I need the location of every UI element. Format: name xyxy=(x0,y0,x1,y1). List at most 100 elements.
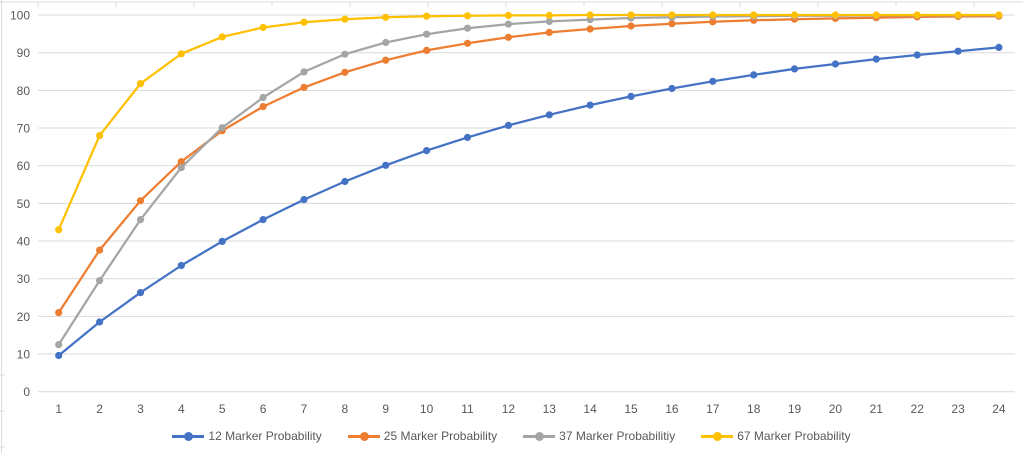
data-point-marker[interactable] xyxy=(341,68,349,76)
series-67-marker-probability[interactable] xyxy=(55,11,1003,234)
data-point-marker[interactable] xyxy=(423,30,431,38)
data-point-marker[interactable] xyxy=(341,15,349,23)
legend-item-12-marker-probability[interactable]: 12 Marker Probability xyxy=(172,429,322,443)
data-point-marker[interactable] xyxy=(55,351,63,360)
data-point-marker[interactable] xyxy=(177,164,185,172)
data-point-marker[interactable] xyxy=(586,11,594,19)
data-point-marker[interactable] xyxy=(463,133,472,141)
data-point-marker[interactable] xyxy=(382,38,390,47)
data-point-marker[interactable] xyxy=(709,77,717,85)
data-point-marker[interactable] xyxy=(423,46,431,55)
data-point-marker[interactable] xyxy=(55,309,63,317)
chart-legend: 12 Marker Probability 25 Marker Probabili… xyxy=(0,427,1023,445)
data-point-marker[interactable] xyxy=(995,43,1003,52)
data-point-marker[interactable] xyxy=(913,11,921,19)
data-point-marker[interactable] xyxy=(382,161,390,169)
data-point-marker[interactable] xyxy=(668,20,676,28)
x-tick-label: 18 xyxy=(747,402,761,416)
data-point-marker[interactable] xyxy=(709,11,717,19)
data-point-marker[interactable] xyxy=(136,216,145,224)
data-point-marker[interactable] xyxy=(96,246,104,254)
data-point-marker[interactable] xyxy=(995,11,1003,19)
data-point-marker[interactable] xyxy=(463,24,472,32)
series-37-marker-probabilitiy[interactable] xyxy=(55,11,1003,349)
x-tick-label: 4 xyxy=(178,402,185,416)
data-point-marker[interactable] xyxy=(627,22,635,30)
data-point-marker[interactable] xyxy=(341,177,349,186)
data-point-marker[interactable] xyxy=(586,25,594,33)
data-point-marker[interactable] xyxy=(259,93,267,102)
data-point-marker[interactable] xyxy=(872,11,880,19)
data-point-marker[interactable] xyxy=(709,18,717,26)
data-point-marker[interactable] xyxy=(586,101,594,109)
data-point-marker[interactable] xyxy=(545,111,553,119)
data-point-marker[interactable] xyxy=(96,277,104,285)
data-point-marker[interactable] xyxy=(463,39,472,47)
data-point-marker[interactable] xyxy=(341,50,349,58)
data-point-marker[interactable] xyxy=(177,158,185,166)
data-point-marker[interactable] xyxy=(55,341,63,349)
data-point-marker[interactable] xyxy=(423,12,431,20)
data-point-marker[interactable] xyxy=(96,132,104,140)
data-point-marker[interactable] xyxy=(954,11,962,19)
y-tick-label: 80 xyxy=(17,84,31,98)
data-point-marker[interactable] xyxy=(218,124,226,132)
data-point-marker[interactable] xyxy=(259,23,267,32)
data-point-marker[interactable] xyxy=(136,289,145,297)
data-point-marker[interactable] xyxy=(96,318,104,326)
y-tick-label: 90 xyxy=(17,46,31,60)
series-line-12-marker-probability[interactable] xyxy=(57,46,1001,357)
data-point-marker[interactable] xyxy=(504,11,512,19)
data-point-marker[interactable] xyxy=(504,33,512,41)
data-point-marker[interactable] xyxy=(545,17,553,25)
data-point-marker[interactable] xyxy=(954,47,962,55)
data-point-marker[interactable] xyxy=(300,18,308,26)
data-point-marker[interactable] xyxy=(872,55,880,63)
data-point-marker[interactable] xyxy=(750,71,758,79)
data-point-marker[interactable] xyxy=(177,50,185,58)
data-point-marker[interactable] xyxy=(627,92,635,100)
data-point-marker[interactable] xyxy=(627,11,635,19)
series-line-67-marker-probability[interactable] xyxy=(57,13,1001,231)
data-point-marker[interactable] xyxy=(545,11,553,19)
data-point-marker[interactable] xyxy=(382,13,390,21)
data-point-marker[interactable] xyxy=(300,68,308,76)
series-25-marker-probability[interactable] xyxy=(55,12,1003,317)
data-point-marker[interactable] xyxy=(300,83,308,91)
data-point-marker[interactable] xyxy=(218,237,226,245)
data-point-marker[interactable] xyxy=(750,11,758,19)
data-point-marker[interactable] xyxy=(831,60,840,68)
data-point-marker[interactable] xyxy=(668,11,676,19)
x-tick-label: 1 xyxy=(55,402,62,416)
data-point-marker[interactable] xyxy=(790,65,799,73)
data-point-marker[interactable] xyxy=(55,226,63,234)
data-point-marker[interactable] xyxy=(668,84,676,93)
data-point-marker[interactable] xyxy=(423,147,431,155)
legend-item-25-marker-probability[interactable]: 25 Marker Probability xyxy=(347,429,497,443)
data-point-marker[interactable] xyxy=(504,121,512,129)
data-point-marker[interactable] xyxy=(136,197,145,205)
data-point-marker[interactable] xyxy=(913,51,921,59)
data-point-marker[interactable] xyxy=(218,33,226,41)
data-point-marker[interactable] xyxy=(831,11,840,19)
data-point-marker[interactable] xyxy=(177,261,185,270)
legend-item-37-marker-probabilitiy[interactable]: 37 Marker Probabilitiy xyxy=(523,429,675,443)
data-point-marker[interactable] xyxy=(136,80,145,88)
data-point-marker[interactable] xyxy=(382,56,390,64)
legend-item-67-marker-probability[interactable]: 67 Marker Probability xyxy=(701,429,851,443)
data-point-marker[interactable] xyxy=(545,28,553,36)
data-point-marker[interactable] xyxy=(790,11,799,19)
series-line-37-marker-probabilitiy[interactable] xyxy=(57,14,1001,346)
series-12-marker-probability[interactable] xyxy=(55,43,1003,360)
x-tick-label: 8 xyxy=(342,402,349,416)
data-point-marker[interactable] xyxy=(259,216,267,224)
data-point-marker[interactable] xyxy=(259,103,267,111)
x-tick-label: 5 xyxy=(219,402,226,416)
legend-label: 37 Marker Probabilitiy xyxy=(559,429,676,443)
data-point-marker[interactable] xyxy=(300,196,308,204)
data-point-marker[interactable] xyxy=(504,20,512,28)
y-gridlines xyxy=(38,14,1015,393)
data-point-marker[interactable] xyxy=(463,12,472,20)
